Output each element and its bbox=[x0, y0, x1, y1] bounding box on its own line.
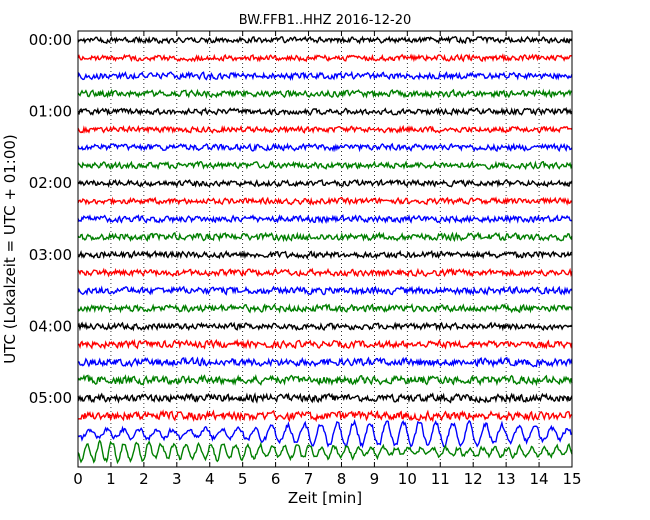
x-tick-label: 6 bbox=[271, 470, 281, 488]
x-tick-label: 14 bbox=[530, 470, 549, 488]
trace-01:30 bbox=[77, 142, 573, 153]
trace-05:45 bbox=[77, 439, 573, 465]
x-axis-label: Zeit [min] bbox=[288, 489, 362, 507]
trace-00:15 bbox=[77, 53, 573, 63]
trace-01:45 bbox=[77, 160, 573, 171]
y-tick-label: 01:00 bbox=[29, 103, 72, 121]
y-tick-label: 03:00 bbox=[29, 246, 72, 264]
trace-02:00 bbox=[77, 178, 573, 188]
x-tick-label: 11 bbox=[431, 470, 450, 488]
y-axis-label: UTC (Lokalzeit = UTC + 01:00) bbox=[1, 134, 19, 364]
x-tick-label: 1 bbox=[106, 470, 116, 488]
trace-05:00 bbox=[77, 392, 573, 404]
trace-03:00 bbox=[77, 249, 573, 260]
trace-05:15 bbox=[77, 409, 573, 423]
trace-01:00 bbox=[77, 106, 573, 117]
trace-02:30 bbox=[77, 214, 573, 225]
x-tick-label: 12 bbox=[464, 470, 483, 488]
y-tick-label: 04:00 bbox=[29, 317, 72, 335]
trace-04:15 bbox=[77, 338, 573, 350]
trace-05:30 bbox=[77, 418, 573, 449]
trace-01:15 bbox=[77, 124, 573, 135]
chart-title: BW.FFB1..HHZ 2016-12-20 bbox=[239, 13, 412, 28]
x-tick-label: 3 bbox=[172, 470, 182, 488]
x-tick-label: 7 bbox=[304, 470, 314, 488]
trace-03:30 bbox=[77, 285, 573, 296]
y-tick-label: 05:00 bbox=[29, 389, 72, 407]
x-tick-label: 4 bbox=[205, 470, 215, 488]
trace-00:00 bbox=[77, 35, 573, 45]
x-tick-label: 0 bbox=[73, 470, 83, 488]
trace-04:30 bbox=[77, 356, 573, 369]
trace-03:45 bbox=[77, 302, 573, 314]
y-tick-label: 00:00 bbox=[29, 31, 72, 49]
trace-04:00 bbox=[77, 321, 573, 332]
grid-lines bbox=[110, 31, 540, 467]
x-tick-label: 5 bbox=[238, 470, 248, 488]
x-axis: 0 1 2 3 4 5 6 7 8 9 10 11 12 13 14 15 bbox=[73, 31, 582, 488]
trace-02:45 bbox=[77, 231, 573, 243]
trace-02:15 bbox=[77, 196, 573, 206]
trace-03:15 bbox=[77, 267, 573, 278]
traces bbox=[77, 35, 573, 465]
x-tick-label: 2 bbox=[139, 470, 149, 488]
trace-04:45 bbox=[77, 374, 573, 387]
trace-00:30 bbox=[77, 70, 573, 82]
y-tick-label: 02:00 bbox=[29, 174, 72, 192]
x-tick-label: 10 bbox=[398, 470, 417, 488]
x-tick-label: 15 bbox=[562, 470, 581, 488]
plot-frame bbox=[77, 30, 573, 468]
trace-00:45 bbox=[77, 88, 573, 100]
x-tick-label: 9 bbox=[370, 470, 380, 488]
x-tick-label: 8 bbox=[337, 470, 347, 488]
x-tick-label: 13 bbox=[497, 470, 516, 488]
y-axis: 00:00 01:00 02:00 03:00 04:00 05:00 bbox=[29, 31, 572, 407]
